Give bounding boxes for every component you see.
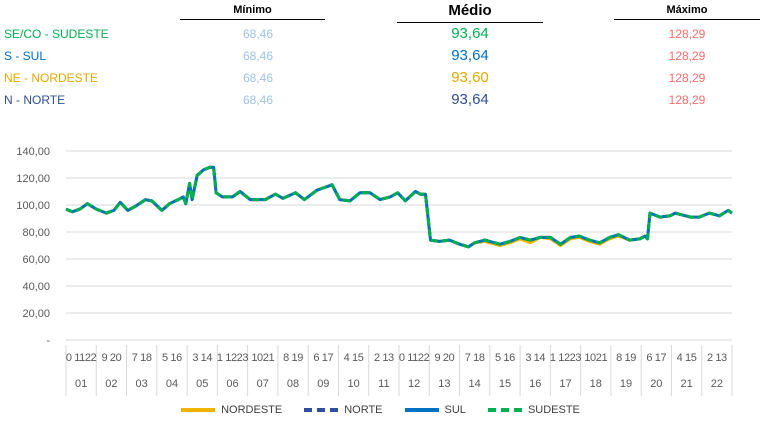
hour-tick-label: 9 20: [102, 352, 122, 364]
min-value: 68,46: [242, 93, 274, 107]
day-group-label: 06: [226, 378, 238, 390]
day-group-label: 05: [196, 378, 208, 390]
hour-tick-label: 1 1223: [550, 352, 582, 364]
day-group-label: 22: [711, 378, 723, 390]
legend-label: NORDESTE: [221, 404, 283, 416]
region-label: N - NORTE: [4, 93, 66, 107]
series-line-sudeste: [65, 165, 733, 249]
avg-value: 93,64: [451, 25, 489, 42]
hour-tick-label: 7 18: [132, 352, 152, 364]
day-group-label: 11: [378, 378, 389, 390]
header-avg: Médio: [397, 2, 543, 23]
hour-tick-label: 1 1223: [217, 352, 249, 364]
legend-item: NORDESTE: [181, 404, 282, 416]
hour-tick-label: 6 17: [646, 352, 666, 364]
hour-tick-label: 6 17: [313, 352, 333, 364]
legend-item: SUL: [404, 404, 466, 416]
region-label: NE - NORDESTE: [4, 71, 99, 85]
day-group-label: 13: [438, 378, 450, 390]
hour-tick-label: 0 1122: [399, 352, 430, 364]
y-tick-label: 20,00: [22, 308, 50, 320]
avg-value: 93,64: [451, 91, 489, 108]
hour-tick-label: 3 14: [192, 352, 212, 364]
hour-tick-label: 1021: [251, 352, 274, 364]
hour-tick-label: 8 19: [283, 352, 303, 364]
legend-label: SUDESTE: [527, 404, 580, 416]
hour-tick-label: 2 13: [707, 352, 727, 364]
region-label: S - SUL: [4, 49, 47, 63]
hour-tick-label: 4 15: [344, 352, 364, 364]
max-value: 128,29: [668, 71, 706, 85]
day-group-label: 04: [166, 378, 178, 390]
day-group-label: 10: [347, 378, 359, 390]
avg-value: 93,64: [451, 47, 489, 64]
y-tick-label: 60,00: [22, 254, 50, 266]
y-tick-label: -: [46, 335, 50, 347]
y-tick-label: 80,00: [22, 227, 50, 239]
day-group-label: 07: [257, 378, 269, 390]
day-group-label: 03: [136, 378, 148, 390]
day-group-label: 18: [590, 378, 602, 390]
y-tick-label: 40,00: [22, 281, 50, 293]
legend-swatch: [404, 408, 439, 412]
hour-tick-label: 5 16: [162, 352, 182, 364]
day-group-label: 21: [680, 378, 692, 390]
legend-label: SUL: [444, 404, 466, 416]
day-group-label: 12: [408, 378, 420, 390]
day-group-label: 01: [75, 378, 87, 390]
hour-tick-label: 7 18: [465, 352, 485, 364]
min-value: 68,46: [242, 27, 274, 41]
day-group-label: 19: [620, 378, 632, 390]
legend-item: SUDESTE: [487, 404, 580, 416]
day-group-label: 14: [469, 378, 481, 390]
legend-item: NORTE: [304, 404, 383, 416]
legend-swatch: [304, 408, 339, 412]
hour-tick-label: 3 14: [525, 352, 545, 364]
hour-tick-label: 8 19: [616, 352, 636, 364]
hour-tick-label: 5 16: [495, 352, 515, 364]
region-label: SE/CO - SUDESTE: [4, 27, 109, 41]
y-tick-label: 140,00: [16, 146, 50, 158]
hour-tick-label: 9 20: [435, 352, 455, 364]
max-value: 128,29: [668, 27, 706, 41]
legend-label: NORTE: [344, 404, 383, 416]
legend-swatch: [487, 408, 522, 412]
day-group-label: 08: [287, 378, 299, 390]
y-tick-label: 120,00: [16, 173, 50, 185]
day-group-label: 15: [499, 378, 511, 390]
day-group-label: 17: [559, 378, 571, 390]
y-tick-label: 100,00: [16, 200, 50, 212]
header-max: Máximo: [614, 4, 760, 20]
day-group-label: 16: [529, 378, 541, 390]
day-group-label: 02: [105, 378, 117, 390]
max-value: 128,29: [668, 49, 706, 63]
hour-tick-label: 4 15: [677, 352, 697, 364]
legend-swatch: [181, 408, 216, 412]
day-group-label: 09: [317, 378, 329, 390]
min-value: 68,46: [242, 49, 274, 63]
day-group-label: 20: [650, 378, 662, 390]
hour-tick-label: 1021: [584, 352, 607, 364]
chart-legend: NORDESTE NORTE SUL SUDESTE: [0, 404, 761, 416]
hour-tick-label: 0 1122: [66, 352, 97, 364]
hour-tick-label: 2 13: [374, 352, 394, 364]
header-min: Mínimo: [180, 4, 325, 20]
max-value: 128,29: [668, 93, 706, 107]
min-value: 68,46: [242, 71, 274, 85]
avg-value: 93,60: [451, 69, 489, 86]
